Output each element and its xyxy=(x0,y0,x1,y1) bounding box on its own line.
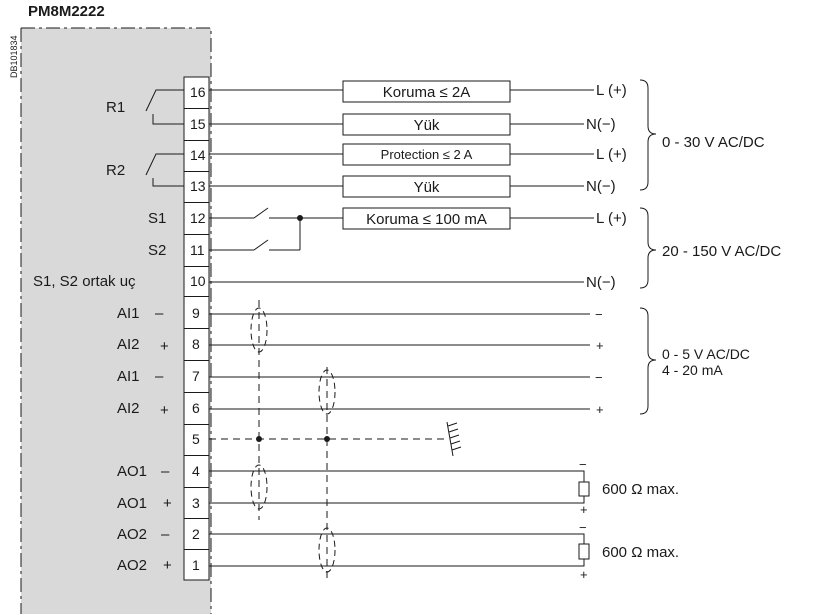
term-r10: N(−) xyxy=(586,274,616,291)
pin-15: 15 xyxy=(190,116,206,132)
pin-14: 14 xyxy=(190,147,206,163)
doc-code: DB101834 xyxy=(9,35,19,78)
load-ao2: − + 600 Ω max. xyxy=(578,520,679,582)
label-ao1-plus: AO1 xyxy=(117,495,147,512)
resistor-ao1-icon xyxy=(578,481,590,497)
pin-11: 11 xyxy=(190,242,205,258)
ao1-top-sign: − xyxy=(579,457,587,472)
pin-8: 8 xyxy=(192,336,200,352)
label-common: S1, S2 ortak uç xyxy=(33,273,136,290)
box-yuk-2-label: Yük xyxy=(414,179,440,196)
pin-2: 2 xyxy=(192,526,200,542)
group-label-0-5v: 0 - 5 V AC/DC xyxy=(662,346,750,362)
box-yuk-2 xyxy=(342,175,511,198)
label-ai2-b: AI2 xyxy=(117,400,140,417)
pin-1: 1 xyxy=(192,557,200,573)
label-s2: S2 xyxy=(148,242,166,259)
box-yuk-1 xyxy=(342,113,511,136)
pin-numbers: 16 15 14 13 12 11 10 9 8 7 6 5 4 3 2 1 xyxy=(190,84,206,573)
ao1-bottom-sign: + xyxy=(580,502,588,517)
pin-5: 5 xyxy=(192,431,200,447)
device-outline xyxy=(20,27,212,614)
term-r15: N(−) xyxy=(586,116,616,133)
sign-ai2-a: + xyxy=(160,338,169,355)
pin-6: 6 xyxy=(192,400,200,416)
label-s1: S1 xyxy=(148,210,166,227)
pin-10: 10 xyxy=(190,273,206,289)
ao2-top-sign: − xyxy=(579,520,587,535)
label-ao2-minus: AO2 xyxy=(117,526,147,543)
sign-ao1-plus: + xyxy=(163,495,172,512)
sign-ao2-plus: + xyxy=(163,557,172,574)
term-r13: N(−) xyxy=(586,178,616,195)
sign-ao1-minus: – xyxy=(161,463,170,480)
term-r14: L (+) xyxy=(596,146,627,163)
term-r9: − xyxy=(595,307,603,322)
group-label-20-150v: 20 - 150 V AC/DC xyxy=(662,243,781,260)
label-ai1-a: AI1 xyxy=(117,305,140,322)
pin-4: 4 xyxy=(192,463,200,479)
term-r12: L (+) xyxy=(596,210,627,227)
term-r6: + xyxy=(596,402,604,417)
label-r1: R1 xyxy=(106,99,125,116)
term-r7: − xyxy=(595,370,603,385)
group-label-4-20ma: 4 - 20 mA xyxy=(662,362,723,378)
sign-ai1-a: – xyxy=(155,305,164,322)
resistor-ao2-icon xyxy=(578,543,590,560)
label-ao1-minus: AO1 xyxy=(117,463,147,480)
shield-wiring xyxy=(209,300,446,578)
load-ao1: − + 600 Ω max. xyxy=(578,457,679,517)
terminal-block xyxy=(183,76,210,581)
label-r2: R2 xyxy=(106,162,125,179)
pin-12: 12 xyxy=(190,210,206,226)
box-protection-2a-label: Protection ≤ 2 A xyxy=(381,147,473,162)
wires xyxy=(209,89,594,567)
label-ai1-b: AI1 xyxy=(117,368,140,385)
term-r16: L (+) xyxy=(596,82,627,99)
right-terminal-labels: L (+) N(−) L (+) N(−) L (+) N(−) − + − + xyxy=(586,82,627,417)
box-koruma-2a xyxy=(342,80,511,103)
term-r8: + xyxy=(596,338,604,353)
box-yuk-1-label: Yük xyxy=(414,117,440,134)
pin-7: 7 xyxy=(192,368,200,384)
box-koruma-100ma-label: Koruma ≤ 100 mA xyxy=(366,211,487,228)
pin-3: 3 xyxy=(192,495,200,511)
junction-dot xyxy=(297,215,303,221)
sign-ai2-b: + xyxy=(160,402,169,419)
diagram-title: PM8M2222 xyxy=(28,3,105,20)
sign-ai1-b: – xyxy=(155,368,164,385)
left-labels: R1 R2 S1 S2 S1, S2 ortak uç AI1 – AI2 + … xyxy=(33,99,172,574)
group-braces xyxy=(639,79,657,415)
relay-r2-contact xyxy=(145,153,184,187)
component-boxes: Koruma ≤ 2A Yük Protection ≤ 2 A Yük Kor… xyxy=(342,80,511,230)
label-ao2-plus: AO2 xyxy=(117,557,147,574)
group-label-0-30v: 0 - 30 V AC/DC xyxy=(662,134,765,151)
box-koruma-2a-label: Koruma ≤ 2A xyxy=(383,84,470,101)
ao2-bottom-sign: + xyxy=(580,567,588,582)
ground-icon xyxy=(446,421,462,457)
ao2-load-label: 600 Ω max. xyxy=(602,544,679,561)
device-body xyxy=(21,28,211,614)
box-koruma-100ma xyxy=(342,207,511,230)
label-ai2-a: AI2 xyxy=(117,336,140,353)
sign-ao2-minus: – xyxy=(161,526,170,543)
ao1-load-label: 600 Ω max. xyxy=(602,481,679,498)
pin-9: 9 xyxy=(192,305,200,321)
pin-13: 13 xyxy=(190,178,206,194)
pin-16: 16 xyxy=(190,84,206,100)
box-protection-2a xyxy=(342,143,511,166)
relay-r1-contact xyxy=(145,89,184,125)
